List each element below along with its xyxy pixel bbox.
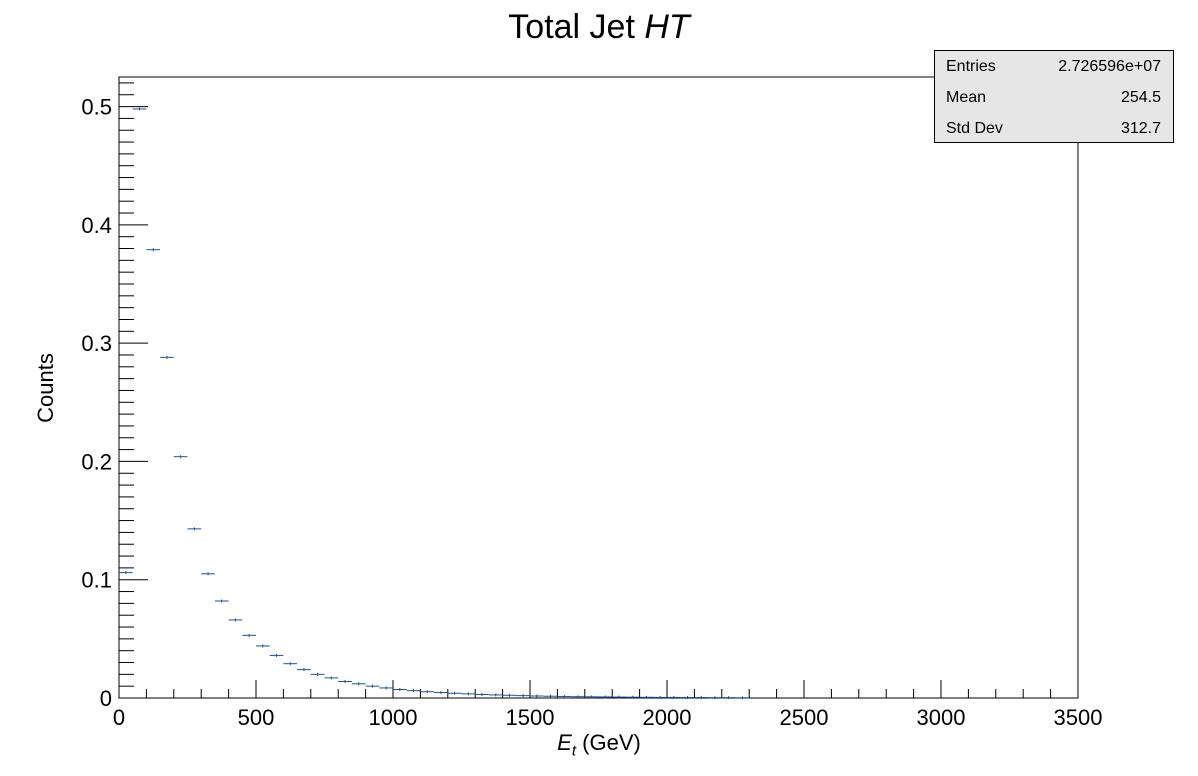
- x-axis-label-unit: (GeV): [582, 730, 641, 755]
- data-point: [173, 455, 188, 459]
- data-point: [338, 679, 352, 683]
- stats-row-stddev: Std Dev 312.7: [935, 113, 1173, 144]
- data-point: [132, 107, 147, 111]
- y-axis-label: Counts: [33, 353, 58, 423]
- x-axis-label-symbol: E: [557, 730, 572, 755]
- data-point: [721, 696, 736, 700]
- y-tick-label: 0.5: [81, 95, 112, 120]
- x-axis-label: Et (GeV): [0, 730, 1198, 759]
- axes: 0 500 1000 1500 2000 2500 3000 3500 0 0.1 0.2 0.3 0.…: [81, 76, 1103, 730]
- x-tick-label: 2000: [643, 705, 692, 730]
- stats-row-mean: Mean 254.5: [935, 82, 1173, 113]
- y-tick-label: 0: [100, 686, 112, 711]
- data-point: [584, 695, 599, 699]
- data-point: [667, 695, 681, 699]
- data-point: [379, 686, 393, 690]
- data-point: [598, 695, 613, 699]
- data-point: [680, 696, 695, 700]
- data-point: [694, 696, 709, 700]
- x-tick-label: 1500: [506, 705, 555, 730]
- data-point: [735, 696, 750, 700]
- x-axis-label-subscript: t: [571, 742, 577, 760]
- plot-frame: [118, 76, 1079, 699]
- data-point: [228, 618, 243, 622]
- x-tick-label: 500: [238, 705, 275, 730]
- x-tick-label: 0: [113, 705, 125, 730]
- data-point: [475, 692, 489, 696]
- x-tick-label: 3500: [1054, 705, 1103, 730]
- data-point: [639, 695, 654, 699]
- data-point: [530, 694, 544, 698]
- data-point: [365, 684, 380, 688]
- stats-row-entries: Entries 2.726596e+07: [935, 51, 1173, 82]
- data-point: [420, 690, 435, 694]
- stats-value: 254.5: [1120, 89, 1161, 106]
- x-tick-label: 2500: [780, 705, 829, 730]
- data-point: [708, 696, 722, 700]
- chart-title-main: Total Jet: [508, 8, 635, 46]
- y-tick-label: 0.3: [81, 331, 112, 356]
- data-point: [488, 693, 503, 697]
- data-point: [269, 653, 284, 657]
- data-point: [283, 662, 298, 666]
- y-tick-label: 0.4: [81, 213, 112, 238]
- stats-label: Mean: [946, 89, 987, 106]
- data-point: [297, 668, 311, 672]
- data-point: [324, 676, 339, 680]
- chart-title: Total Jet HT: [0, 8, 1198, 47]
- data-point: [187, 527, 202, 531]
- data-markers: [119, 107, 750, 700]
- data-point: [571, 695, 585, 699]
- stats-label: Entries: [946, 58, 996, 75]
- data-point: [406, 689, 421, 693]
- data-point: [242, 633, 256, 637]
- data-point: [214, 599, 229, 603]
- stats-label: Std Dev: [946, 120, 1003, 137]
- data-point: [146, 248, 161, 252]
- data-point: [557, 694, 572, 698]
- stats-value: 2.726596e+07: [1058, 58, 1161, 75]
- data-point: [310, 672, 325, 676]
- x-tick-label: 1000: [369, 705, 418, 730]
- data-point: [543, 694, 558, 698]
- data-point: [393, 687, 407, 691]
- data-point: [160, 355, 174, 359]
- data-point: [653, 695, 667, 699]
- y-tick-label: 0.2: [81, 449, 112, 474]
- y-tick-label: 0.1: [81, 568, 112, 593]
- data-point: [256, 644, 270, 648]
- chart-title-variable: HT: [644, 8, 690, 46]
- data-point: [201, 572, 215, 576]
- stats-box: Entries 2.726596e+07 Mean 254.5 Std Dev …: [934, 50, 1174, 143]
- data-point: [502, 693, 517, 697]
- data-point: [461, 692, 476, 696]
- data-point: [351, 682, 366, 686]
- data-point: [516, 694, 530, 698]
- x-tick-label: 3000: [917, 705, 966, 730]
- data-point: [625, 695, 640, 699]
- data-point: [434, 691, 448, 695]
- data-point: [119, 571, 133, 575]
- data-point: [612, 695, 626, 699]
- data-point: [447, 691, 462, 695]
- stats-value: 312.7: [1120, 120, 1161, 137]
